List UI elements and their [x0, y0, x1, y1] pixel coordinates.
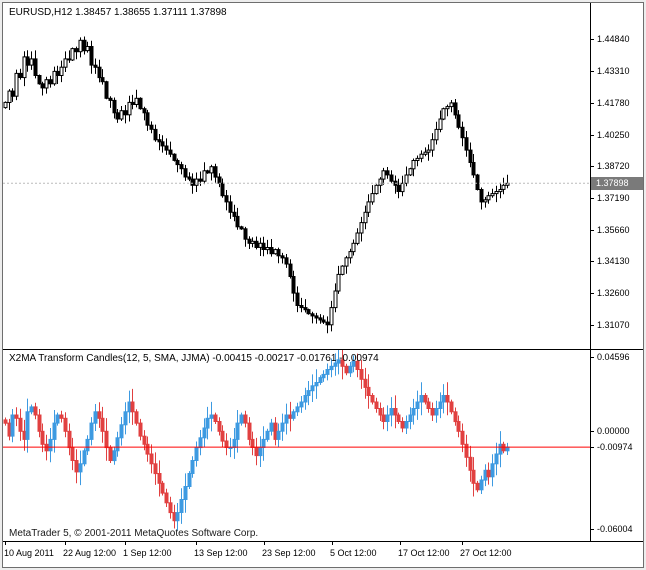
time-scale-label: 27 Oct 12:00 [460, 548, 512, 558]
time-tick [196, 542, 197, 545]
pane-separator[interactable] [3, 349, 643, 350]
price-scale-label: 1.40250 [597, 130, 630, 140]
indicator-name-label: X2MA Transform Candles(12, 5, SMA, JJMA)… [9, 353, 379, 364]
time-scale[interactable]: 10 Aug 2011 22 Aug 12:00 1 Sep 12:00 13 Sep… [3, 542, 643, 566]
price-scale-label: 1.38720 [597, 161, 630, 171]
price-scale-label: 1.44840 [597, 34, 630, 44]
scale-tick [590, 230, 594, 231]
time-scale-label: 10 Aug 2011 [4, 548, 54, 558]
scale-tick [590, 39, 594, 40]
copyright-label: MetaTrader 5, © 2001-2011 MetaQuotes Sof… [9, 528, 259, 539]
scale-tick [590, 71, 594, 72]
indicator-pane[interactable]: X2MA Transform Candles(12, 5, SMA, JJMA)… [3, 350, 590, 541]
price-pane[interactable]: EURUSD,H12 1.38457 1.38655 1.37111 1.378… [3, 3, 590, 349]
scale-tick [590, 357, 594, 358]
time-scale-label: 1 Sep 12:00 [123, 548, 172, 558]
indicator-scale-label: 0.04596 [597, 352, 630, 362]
current-price-badge: 1.37898 [591, 177, 643, 190]
scale-tick [590, 293, 594, 294]
price-scale-label: 1.41780 [597, 98, 630, 108]
time-scale-border [3, 541, 643, 542]
price-candles-svg [3, 36, 590, 334]
price-scale-label: 1.32600 [597, 288, 630, 298]
time-tick [400, 542, 401, 545]
price-scale-label: 1.43310 [597, 66, 630, 76]
price-scale[interactable]: 1.37898 1.44840 1.43310 1.41780 1.40250 1.38… [590, 3, 643, 541]
scale-tick [590, 135, 594, 136]
indicator-scale-label: 0.00000 [597, 426, 630, 436]
scale-tick [590, 447, 594, 448]
scale-tick [590, 431, 594, 432]
time-scale-label: 23 Sep 12:00 [262, 548, 316, 558]
scale-tick [590, 325, 594, 326]
scale-tick [590, 198, 594, 199]
price-scale-border [590, 3, 591, 541]
price-scale-label: 1.35660 [597, 225, 630, 235]
indicator-scale-label: -0.06004 [597, 524, 633, 534]
price-scale-label: 1.37190 [597, 193, 630, 203]
time-scale-label: 13 Sep 12:00 [194, 548, 248, 558]
time-scale-label: 5 Oct 12:00 [330, 548, 377, 558]
time-tick [5, 542, 6, 545]
scale-tick [590, 166, 594, 167]
scale-tick [590, 529, 594, 530]
time-tick [264, 542, 265, 545]
time-tick [125, 542, 126, 545]
time-scale-label: 17 Oct 12:00 [398, 548, 450, 558]
scale-tick [590, 261, 594, 262]
symbol-ohlc-label: EURUSD,H12 1.38457 1.38655 1.37111 1.378… [9, 7, 227, 18]
time-scale-label: 22 Aug 12:00 [63, 548, 117, 558]
scale-tick [590, 103, 594, 104]
time-tick [65, 542, 66, 545]
time-tick [332, 542, 333, 545]
time-tick [462, 542, 463, 545]
indicator-scale-label: -0.00974 [597, 442, 633, 452]
price-scale-label: 1.31070 [597, 320, 630, 330]
price-scale-label: 1.34130 [597, 256, 630, 266]
indicator-candles-svg [3, 350, 590, 531]
